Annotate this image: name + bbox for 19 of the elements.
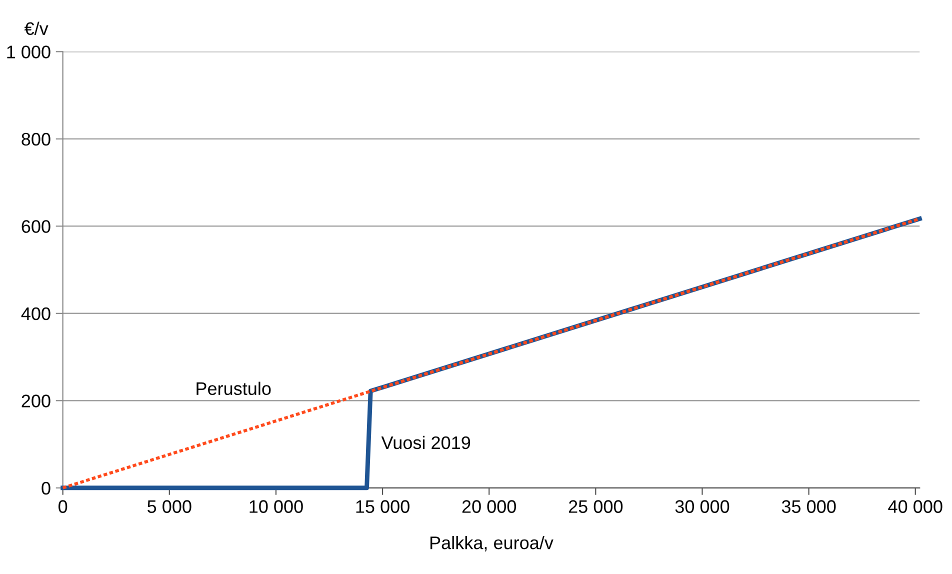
x-tick-label: 25 000	[568, 500, 623, 513]
x-tick-label: 15 000	[356, 500, 410, 513]
annotation: Vuosi 2019	[381, 436, 470, 450]
y-tick-label: 200	[22, 394, 50, 408]
x-tick-label: 30 000	[675, 500, 730, 513]
y-tick-label: 0	[42, 482, 50, 495]
y-tick-label: 800	[22, 132, 50, 146]
x-tick-label: 5 000	[148, 500, 192, 513]
y-axis-title: €/v	[24, 22, 48, 36]
x-axis-title: Palkka, euroa/v	[430, 536, 554, 552]
x-tick-label: 20 000	[462, 500, 516, 513]
annotation: Perustulo	[196, 382, 271, 396]
y-tick-label: 400	[21, 307, 50, 320]
x-tick-label: 40 000	[888, 500, 942, 513]
x-tick-label: 10 000	[250, 500, 303, 513]
y-tick-label: 600	[22, 220, 50, 233]
x-tick-label: 0	[58, 500, 68, 513]
x-tick-label: 35 000	[782, 500, 836, 513]
y-tick-label: 1 000	[7, 46, 50, 58]
